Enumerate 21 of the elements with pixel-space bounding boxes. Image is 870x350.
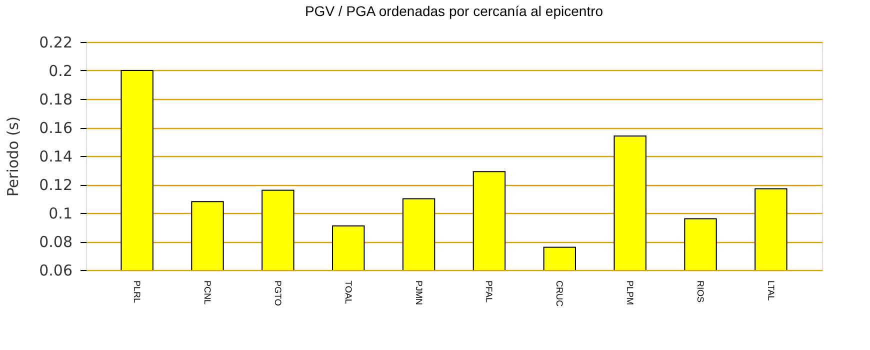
x-tick-label: PLPM xyxy=(625,280,636,306)
y-tick-label: 0.12 xyxy=(39,176,72,194)
x-tick-label: PFAL xyxy=(484,280,494,303)
chart-title: PGV / PGA ordenadas por cercanía al epicentro xyxy=(304,3,604,19)
x-tick-label: LTAL xyxy=(766,280,776,301)
x-tick-label: RIOS xyxy=(696,280,706,303)
y-tick-label: 0.1 xyxy=(48,204,72,222)
x-tick-label: PGTO xyxy=(272,280,283,306)
y-axis-title: Periodo (s) xyxy=(4,116,22,197)
y-tick-label: 0.06 xyxy=(39,262,72,280)
x-tick-label: CRUC xyxy=(554,280,565,307)
y-tick-label: 0.18 xyxy=(39,90,72,108)
y-tick-label: 0.08 xyxy=(39,233,72,251)
y-tick-label: 0.2 xyxy=(48,62,72,80)
x-tick-label: PJMN xyxy=(414,280,424,305)
x-tick-label: PCNL xyxy=(202,280,212,305)
y-tick-label: 0.16 xyxy=(39,119,72,137)
y-tick-label: 0.22 xyxy=(39,34,72,52)
x-tick-label: PLRL xyxy=(132,280,142,304)
x-tick-label: TOAL xyxy=(343,280,354,304)
y-tick-label: 0.14 xyxy=(39,148,72,166)
